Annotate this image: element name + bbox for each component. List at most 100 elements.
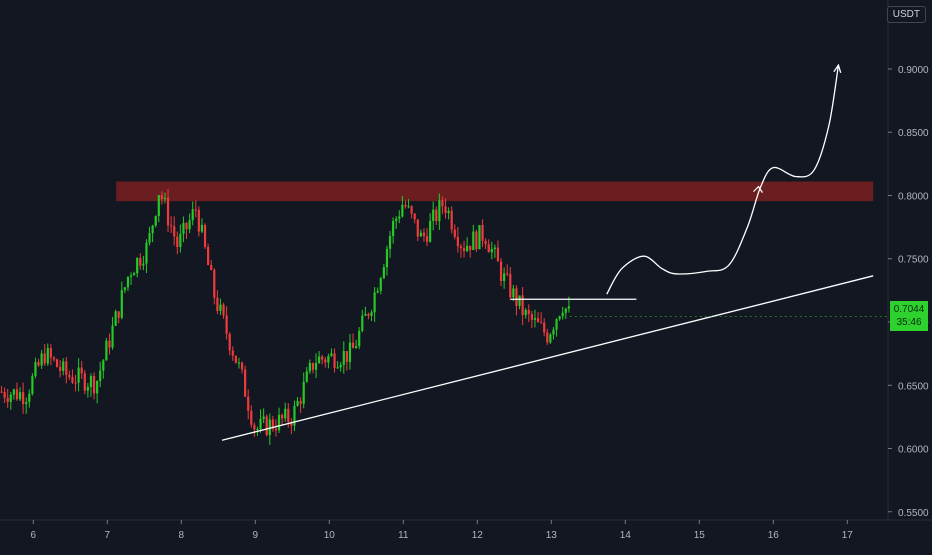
candle-body <box>83 373 86 391</box>
candle-body <box>407 206 410 208</box>
price-tick-label: 0.9000 <box>898 65 929 76</box>
candle-body <box>31 376 34 394</box>
price-tick-label: 0.7500 <box>898 255 929 266</box>
candle-body <box>43 353 46 364</box>
candle-body <box>203 225 207 247</box>
candle-body <box>62 361 65 371</box>
candle-body <box>533 318 537 320</box>
candle-body <box>148 233 151 243</box>
candle-body <box>250 410 253 425</box>
candle-body <box>330 353 333 356</box>
candle-body <box>176 236 179 248</box>
candle-body <box>108 340 111 348</box>
candle-body <box>256 428 259 430</box>
candle-body <box>509 273 512 298</box>
candle-body <box>262 416 265 419</box>
candle-body <box>68 374 71 377</box>
candle-body <box>268 419 271 436</box>
candle-body <box>142 263 145 266</box>
breakout-arrowhead <box>753 185 763 193</box>
candle-body <box>472 231 475 251</box>
candle-body <box>453 229 456 237</box>
candle-body <box>219 304 222 311</box>
candle-body <box>18 392 22 400</box>
candle-body <box>355 346 358 349</box>
candle-body <box>117 311 120 318</box>
candle-body <box>438 200 441 222</box>
candle-body <box>388 236 392 249</box>
candle-body <box>351 342 355 349</box>
candle-body <box>290 422 293 426</box>
ascending-trendline <box>221 275 874 441</box>
candle-body <box>197 210 200 232</box>
last-price-value: 0.7044 <box>893 304 925 316</box>
candle-body <box>481 225 484 241</box>
candle-body <box>265 416 268 436</box>
candle-body <box>392 221 395 237</box>
candle-body <box>228 333 231 351</box>
time-tick-label: 10 <box>324 530 336 541</box>
candle-body <box>429 220 432 242</box>
candle-body <box>89 375 93 388</box>
candle-body <box>15 389 19 400</box>
candle-body <box>342 351 345 365</box>
projection-arrowhead <box>833 63 842 74</box>
candle-body <box>521 295 524 316</box>
time-tick-label: 6 <box>31 530 37 541</box>
candle-body <box>114 311 117 326</box>
time-tick-label: 9 <box>253 530 259 541</box>
candle-body <box>237 362 241 364</box>
candle-body <box>490 248 493 253</box>
candle-body <box>361 315 364 331</box>
candle-body <box>552 329 555 335</box>
candle-body <box>77 367 80 383</box>
candle-body <box>287 408 290 423</box>
candle-body <box>96 381 99 394</box>
candle-body <box>410 206 413 214</box>
quote-currency-badge[interactable]: USDT <box>886 6 926 23</box>
candle-body <box>345 351 348 362</box>
candle-body <box>194 209 197 211</box>
candle-body <box>271 419 274 429</box>
candle-body <box>515 288 518 307</box>
candle-body <box>154 216 157 226</box>
candle-body <box>456 236 459 247</box>
last-price-tag: 0.7044 35:46 <box>890 301 928 332</box>
candle-body <box>499 261 503 281</box>
time-tick-label: 14 <box>620 530 632 541</box>
candle-body <box>296 400 299 406</box>
candle-body <box>25 402 28 405</box>
candle-body <box>379 278 382 291</box>
candle-body <box>311 362 315 370</box>
candle-body <box>447 210 450 214</box>
candle-body <box>549 334 552 343</box>
candle-body <box>462 248 466 252</box>
candle-body <box>6 397 9 402</box>
candle-body <box>12 389 15 395</box>
candle-body <box>367 313 370 316</box>
candle-body <box>466 245 469 252</box>
candle-body <box>404 204 407 207</box>
candle-body <box>419 232 422 237</box>
candle-body <box>314 363 318 370</box>
candle-body <box>567 306 570 309</box>
projected-price-path <box>606 65 840 295</box>
candle-body <box>432 209 435 221</box>
candle-body <box>37 362 40 366</box>
price-tick-label: 0.6000 <box>898 445 929 456</box>
candle-body <box>59 367 62 371</box>
candle-body <box>213 269 216 298</box>
candle-body <box>358 330 361 347</box>
candle-body <box>102 360 105 371</box>
candle-body <box>506 273 509 275</box>
candle-body <box>401 204 404 217</box>
candle-body <box>259 418 262 429</box>
candle-body <box>151 225 154 234</box>
candle-body <box>487 244 490 253</box>
candle-body <box>339 364 342 368</box>
candle-body <box>398 216 401 219</box>
time-tick-label: 17 <box>842 530 854 541</box>
